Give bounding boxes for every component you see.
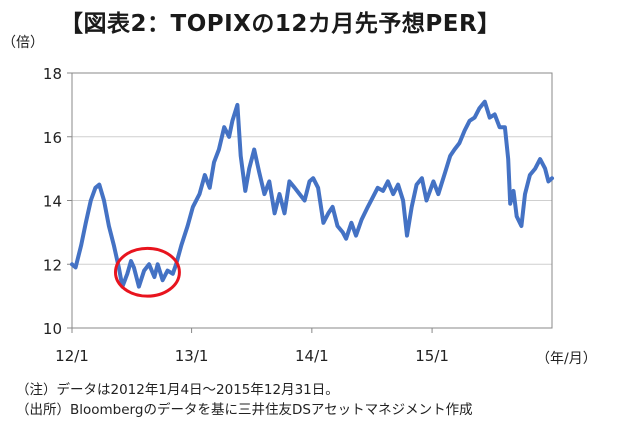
footnote-source: （出所）Bloombergのデータを基に三井住友DSアセットマネジメント作成 (16, 402, 473, 418)
chart-title: 【図表2：TOPIXの12カ月先予想PER】 (60, 11, 501, 37)
per-series-line (70, 99, 554, 289)
y-tick-label: 12 (43, 256, 62, 274)
series-layer (70, 99, 554, 289)
y-axis-unit-label: （倍） (2, 35, 44, 51)
highlight-ellipse (113, 246, 181, 298)
x-tick-label: 14/1 (295, 347, 329, 365)
y-tick-label: 18 (43, 65, 62, 83)
y-tick-label: 14 (43, 193, 62, 211)
x-axis-ticks: 12/1 13/1 14/1 15/1 (55, 328, 449, 365)
x-tick-label: 15/1 (415, 347, 449, 365)
gridlines (72, 136, 552, 265)
y-tick-label: 10 (43, 320, 62, 338)
annotation-layer (113, 246, 181, 298)
x-tick-label: 13/1 (175, 347, 209, 365)
footnote-note: （注）データは2012年1月4日～2015年12月31日。 (16, 382, 339, 398)
y-axis-ticks: 10 12 14 16 18 (43, 65, 72, 338)
x-axis-unit-label: （年/月） (536, 351, 597, 367)
x-tick-label: 12/1 (55, 347, 89, 365)
y-tick-label: 16 (43, 129, 62, 147)
